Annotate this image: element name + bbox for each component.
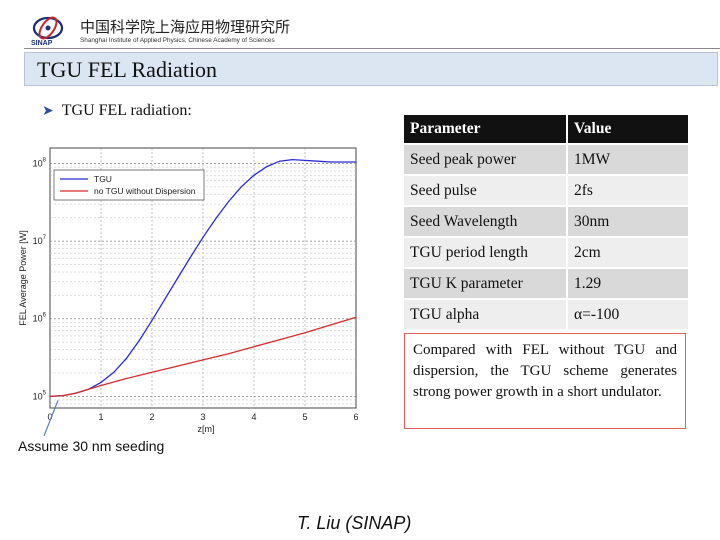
param-name: TGU alpha [404, 298, 568, 329]
data-point [227, 353, 230, 355]
y-axis-label: FEL Average Power [W] [18, 230, 28, 326]
data-point [113, 371, 115, 373]
x-tick-label: 2 [149, 412, 154, 422]
annotation-pointer [43, 400, 59, 436]
data-point [100, 384, 102, 387]
param-name: Seed Wavelength [404, 205, 568, 237]
param-value: 2cm [567, 236, 688, 268]
table-header-row: Parameter Value [404, 115, 688, 144]
data-point [240, 186, 242, 188]
data-point [317, 160, 319, 162]
table-header-value: Value [567, 115, 688, 144]
logo-text: SINAP [31, 40, 53, 47]
x-tick-label: 1 [98, 412, 103, 422]
data-point [355, 316, 357, 318]
power-chart: 0 1 2 3 4 5 6 105 106 107 108 z[m] FEL Average Power… [18, 147, 359, 436]
table-row: TGU alpha α=-100 [404, 298, 688, 329]
y-tick-label: 106 [33, 313, 47, 324]
title-bar: TGU FEL Radiation [24, 52, 718, 86]
data-point [100, 381, 102, 383]
data-point [151, 371, 153, 373]
table-row: Seed Wavelength 30nm [404, 205, 688, 237]
data-point [74, 392, 77, 394]
data-point [304, 159, 306, 162]
arrow-bullet-icon: ➤ [42, 104, 54, 119]
data-point [176, 365, 179, 367]
data-point [291, 159, 293, 161]
parameter-table: Parameter Value Seed peak power 1MW Seed … [404, 115, 688, 329]
x-tick-label: 6 [353, 412, 358, 422]
x-axis-label: z[m] [198, 424, 215, 434]
param-name: Seed peak power [404, 143, 568, 175]
y-tick-label: 108 [33, 158, 47, 169]
table-header-parameter: Parameter [404, 115, 568, 144]
param-value: 1MW [567, 143, 688, 175]
data-point [62, 394, 64, 397]
data-point [202, 359, 204, 361]
param-name: TGU K parameter [404, 267, 568, 299]
seeding-annotation: Assume 30 nm seeding [18, 438, 165, 454]
slide-header: SINAP 中国科学院上海应用物理研究所 Shanghai Institute … [0, 0, 720, 50]
data-point [355, 161, 357, 163]
param-value: 30nm [567, 205, 688, 237]
data-point [87, 388, 89, 390]
table-row: Seed pulse 2fs [404, 174, 688, 206]
data-point [227, 200, 230, 203]
data-point [125, 377, 128, 380]
legend-box [53, 169, 205, 201]
data-point [164, 298, 166, 300]
legend-label: no TGU without Dispersion [94, 186, 196, 196]
y-tick-label: 107 [33, 235, 47, 246]
bullet-point: ➤ TGU FEL radiation: [42, 102, 192, 120]
author-credit: T. Liu (SINAP) [297, 513, 412, 533]
data-point [215, 218, 217, 220]
param-value: 1.29 [567, 267, 688, 299]
institute-name-cn: 中国科学院上海应用物理研究所 [80, 18, 291, 36]
data-point [202, 236, 204, 238]
comparison-note: Compared with FEL without TGU and disper… [404, 333, 686, 429]
series-line-tgu [49, 158, 356, 398]
sinap-logo-icon [32, 16, 64, 40]
x-tick-label: 0 [47, 412, 52, 422]
data-point [253, 174, 255, 176]
table-row: TGU period length 2cm [404, 236, 688, 268]
bullet-text: TGU FEL radiation: [61, 102, 192, 119]
table-row: TGU K parameter 1.29 [404, 267, 688, 299]
data-point [266, 166, 268, 168]
data-point [253, 346, 255, 348]
param-name: Seed pulse [404, 174, 568, 206]
param-name: TGU period length [404, 236, 568, 268]
param-value: 2fs [567, 174, 688, 206]
y-tick-label: 105 [33, 390, 47, 401]
data-point [138, 339, 140, 342]
header-divider [24, 48, 720, 49]
data-point [329, 324, 332, 326]
data-point [278, 339, 281, 341]
slide-title: TGU FEL Radiation [37, 57, 218, 82]
data-point [189, 256, 191, 259]
data-point [151, 319, 153, 321]
data-point [125, 357, 128, 359]
x-tick-label: 3 [200, 412, 205, 422]
data-point [49, 395, 51, 397]
x-tick-label: 5 [302, 412, 307, 422]
param-value: α=-100 [567, 298, 688, 329]
legend-label: TGU [94, 174, 112, 184]
data-point [176, 277, 179, 279]
data-point [304, 332, 306, 334]
data-point [329, 161, 332, 163]
table-row: Seed peak power 1MW [404, 143, 688, 175]
x-tick-label: 4 [251, 412, 256, 422]
institute-name-en: Shanghai Institute of Applied Physics, C… [80, 37, 275, 44]
data-point [278, 160, 281, 162]
